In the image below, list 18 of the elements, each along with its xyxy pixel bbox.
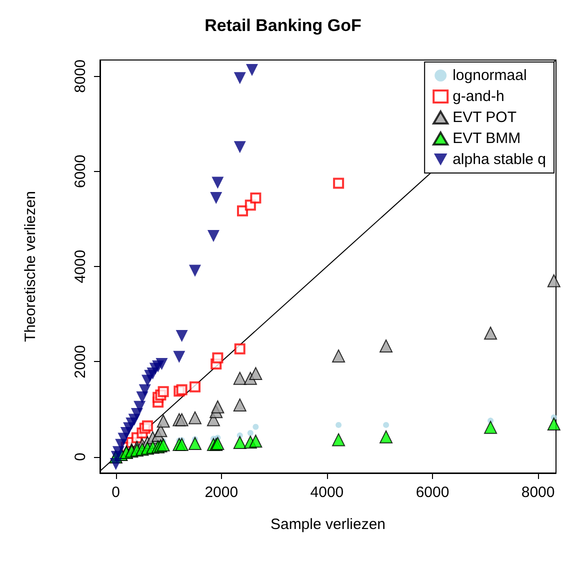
y-tick-label: 6000	[72, 154, 89, 188]
y-tick-label: 0	[72, 452, 89, 461]
legend-label: g-and-h	[452, 88, 504, 105]
legend-label: EVT BMM	[452, 130, 521, 147]
x-axis-title: Sample verliezen	[270, 516, 386, 533]
y-axis-title: Theoretische verliezen	[22, 191, 39, 342]
legend-label: lognormaal	[452, 67, 527, 84]
x-tick-label: 8000	[521, 484, 555, 501]
y-tick-label: 8000	[72, 59, 89, 93]
y-tick-label: 2000	[72, 344, 89, 378]
y-tick-label: 4000	[72, 250, 89, 284]
chart-title: Retail Banking GoF	[204, 16, 362, 35]
x-tick-label: 6000	[416, 484, 450, 501]
x-tick-label: 4000	[310, 484, 344, 501]
x-tick-label: 0	[112, 484, 120, 501]
legend-label: EVT POT	[452, 109, 516, 126]
x-tick-label: 2000	[204, 484, 238, 501]
legend-label: alpha stable q	[452, 151, 546, 168]
